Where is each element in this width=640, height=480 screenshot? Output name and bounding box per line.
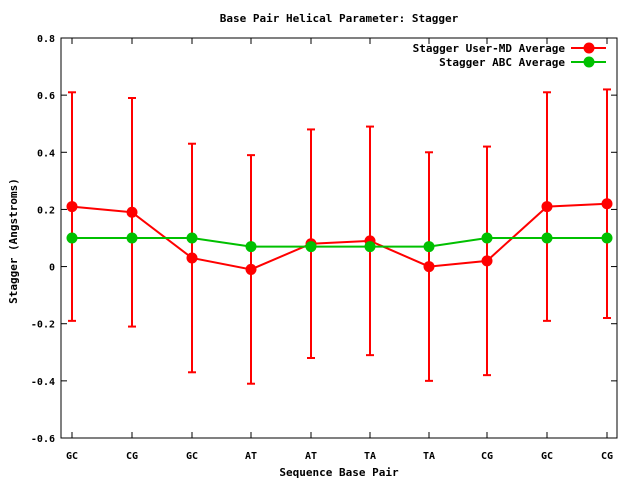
- chart-title: Base Pair Helical Parameter: Stagger: [220, 12, 459, 25]
- data-point: [601, 232, 613, 244]
- x-axis: GC CG GC AT AT TA TA CG GC CG: [66, 38, 613, 462]
- data-point: [245, 241, 257, 253]
- series-1: [66, 88, 613, 385]
- data-point: [126, 232, 138, 244]
- y-tick-label: 0.2: [37, 205, 55, 216]
- data-point: [186, 252, 198, 264]
- x-tick-label: CG: [126, 451, 138, 462]
- data-point: [305, 241, 317, 253]
- x-tick-label: CG: [601, 451, 613, 462]
- data-point: [541, 201, 553, 213]
- data-point: [66, 201, 78, 213]
- y-axis-label: Stagger (Angstroms): [7, 178, 20, 304]
- legend-label: Stagger User-MD Average: [413, 42, 566, 55]
- legend-label: Stagger ABC Average: [439, 56, 565, 69]
- data-point: [186, 232, 198, 244]
- y-tick-label: -0.4: [31, 377, 55, 388]
- data-point: [66, 232, 78, 244]
- x-tick-label: AT: [305, 451, 317, 462]
- data-point: [364, 241, 376, 253]
- y-tick-label: 0.4: [37, 148, 55, 159]
- data-point: [601, 198, 613, 210]
- legend-marker: [583, 56, 595, 68]
- series-line: [72, 237, 607, 248]
- x-tick-label: GC: [186, 451, 198, 462]
- y-tick-label: 0: [49, 263, 55, 274]
- y-tick-label: -0.2: [31, 320, 55, 331]
- data-point: [423, 261, 435, 273]
- x-tick-label: TA: [423, 451, 435, 462]
- data-point: [481, 232, 493, 244]
- data-point: [481, 255, 493, 267]
- series-layer: [66, 88, 613, 385]
- x-tick-label: GC: [541, 451, 553, 462]
- series-line: [71, 202, 608, 271]
- data-point: [126, 206, 138, 218]
- x-tick-label: CG: [481, 451, 493, 462]
- x-tick-label: GC: [66, 451, 78, 462]
- y-axis: -0.6 -0.4 -0.2 0 0.2 0.4 0.6 0.8: [31, 34, 617, 445]
- series-2: [66, 232, 613, 253]
- y-tick-label: -0.6: [31, 434, 55, 445]
- y-tick-label: 0.6: [37, 91, 55, 102]
- x-tick-label: TA: [364, 451, 376, 462]
- data-point: [245, 263, 257, 275]
- x-axis-label: Sequence Base Pair: [279, 466, 399, 479]
- plot-frame: [60, 37, 618, 439]
- data-point: [541, 232, 553, 244]
- data-point: [423, 241, 435, 253]
- y-tick-label: 0.8: [37, 34, 55, 45]
- legend-marker: [583, 42, 595, 54]
- x-tick-label: AT: [245, 451, 257, 462]
